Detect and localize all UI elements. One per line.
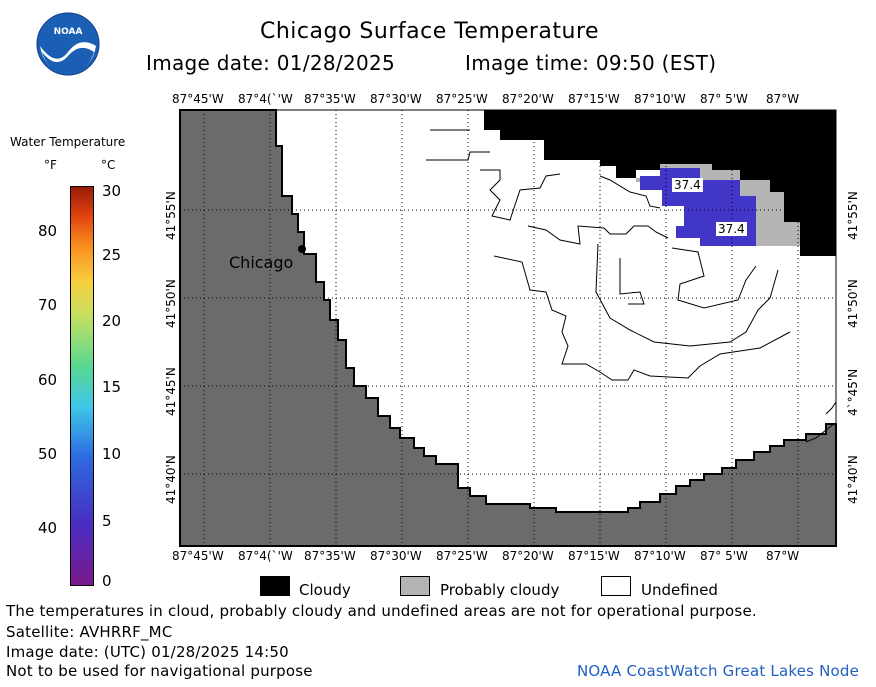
longitude-label: 87° 5'W — [700, 549, 748, 563]
footer-nav-warning: Not to be used for navigational purpose — [6, 662, 313, 680]
legend-undefined-swatch — [601, 576, 631, 596]
latitude-label: 4`°45'N — [846, 368, 860, 416]
longitude-label: 87°30'W — [370, 549, 422, 563]
longitude-label: 87°45'W — [172, 92, 224, 106]
celsius-tick: 10 — [102, 445, 122, 463]
noaa-logo: NOAA — [36, 12, 100, 76]
longitude-label: 87°4(`'W — [238, 549, 293, 563]
latitude-label: 41°40'N — [164, 455, 178, 504]
celsius-tick: 30 — [102, 182, 122, 200]
longitude-label: 87°4(`'W — [238, 92, 293, 106]
latitude-label: 41°55'N — [846, 191, 860, 240]
land-area — [179, 109, 837, 547]
longitude-label: 87°20'W — [502, 92, 554, 106]
longitude-label: 87°15'W — [568, 549, 620, 563]
longitude-label: 87° 5'W — [700, 92, 748, 106]
celsius-tick: 25 — [102, 246, 122, 264]
fahrenheit-tick: 70 — [38, 296, 58, 314]
celsius-tick: 15 — [102, 378, 122, 396]
colorbar — [70, 186, 94, 586]
longitude-label: 87°25'W — [436, 92, 488, 106]
unit-fahrenheit: °F — [44, 158, 57, 172]
longitude-label: 87°W — [766, 549, 800, 563]
legend-probably-cloudy-swatch — [400, 576, 430, 596]
fahrenheit-tick: 50 — [38, 445, 58, 463]
longitude-label: 87°35'W — [304, 549, 356, 563]
legend-probably-cloudy-label: Probably cloudy — [440, 581, 560, 599]
map-frame — [179, 109, 837, 547]
chicago-marker — [298, 245, 306, 253]
legend-undefined-label: Undefined — [641, 581, 718, 599]
isotherm-lines — [426, 129, 837, 443]
city-label: Chicago — [229, 253, 294, 272]
longitude-label: 87°45'W — [172, 549, 224, 563]
unit-celsius: °C — [101, 158, 116, 172]
celsius-tick: 5 — [102, 512, 112, 530]
celsius-tick: 20 — [102, 312, 122, 330]
footer-utc-date: Image date: (UTC) 01/28/2025 14:50 — [6, 643, 289, 661]
graticule — [180, 110, 836, 546]
latitude-label: 41°55'N — [164, 191, 178, 240]
longitude-label: 87°35'W — [304, 92, 356, 106]
longitude-label: 87°10'W — [634, 549, 686, 563]
logo-text: NOAA — [54, 27, 83, 37]
fahrenheit-tick: 60 — [38, 371, 58, 389]
longitude-label: 87°W — [766, 92, 800, 106]
footer-credit[interactable]: NOAA CoastWatch Great Lakes Node — [577, 662, 860, 680]
longitude-label: 87°25'W — [436, 549, 488, 563]
legend-cloudy-label: Cloudy — [299, 581, 351, 599]
image-time: Image time: 09:50 (EST) — [465, 51, 717, 75]
fahrenheit-tick: 80 — [38, 222, 58, 240]
longitude-label: 87°30'W — [370, 92, 422, 106]
legend-cloudy-swatch — [260, 576, 290, 596]
celsius-tick: 0 — [102, 572, 112, 590]
fahrenheit-tick: 40 — [38, 519, 58, 537]
colorbar-title: Water Temperature — [10, 135, 126, 149]
image-date: Image date: 01/28/2025 — [146, 51, 396, 75]
footer-satellite: Satellite: AVHRRF_MC — [6, 623, 173, 641]
latitude-label: 41°50'N — [846, 279, 860, 328]
probably-cloudy-area — [636, 164, 800, 246]
footer-note: The temperatures in cloud, probably clou… — [6, 602, 757, 620]
temp-label-2: 37.4 — [716, 222, 747, 236]
longitude-label: 87°15'W — [568, 92, 620, 106]
latitude-label: 41°45'N — [164, 367, 178, 416]
longitude-label: 87°10'W — [634, 92, 686, 106]
cloud-area — [484, 110, 836, 256]
map-title: Chicago Surface Temperature — [260, 19, 600, 44]
latitude-label: 41°50'N — [164, 279, 178, 328]
latitude-label: 41°40'N — [846, 455, 860, 504]
temp-label-1: 37.4 — [672, 178, 703, 192]
longitude-label: 87°20'W — [502, 549, 554, 563]
